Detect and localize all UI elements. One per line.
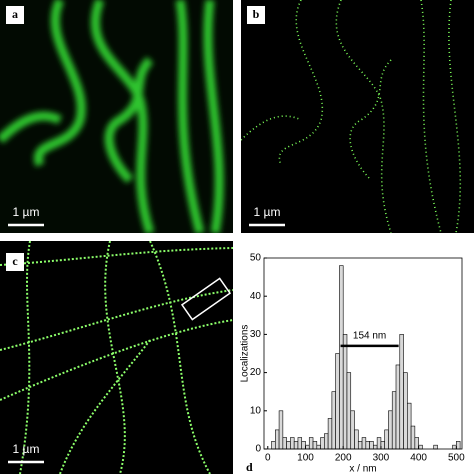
- y-tick-label: 40: [250, 291, 262, 302]
- bar: [320, 437, 325, 450]
- bar: [384, 429, 389, 450]
- bar: [312, 441, 318, 450]
- bar: [410, 425, 416, 450]
- bar: [346, 372, 352, 450]
- bar: [324, 433, 329, 450]
- bar: [293, 441, 299, 450]
- panel-b: b 1 µm: [241, 0, 474, 233]
- bar: [369, 441, 374, 450]
- bar: [395, 364, 401, 450]
- panel-label: c: [12, 254, 18, 268]
- bar: [278, 410, 284, 450]
- y-tick-label: 30: [250, 329, 262, 340]
- scale-bar-label: 1 µm: [254, 205, 281, 219]
- bar: [271, 441, 276, 450]
- x-tick-label: 200: [335, 453, 352, 464]
- bar: [335, 353, 340, 450]
- y-tick-label: 20: [250, 367, 262, 378]
- bar: [373, 444, 378, 450]
- bar: [305, 444, 310, 450]
- scale-bar-label: 1 µm: [13, 442, 40, 456]
- panel-label: a: [12, 7, 18, 21]
- bar: [316, 444, 321, 450]
- bar: [388, 410, 393, 450]
- x-axis-label: x / nm: [349, 464, 376, 474]
- bar: [399, 334, 404, 450]
- panel-label: b: [253, 7, 260, 21]
- panel-label: d: [246, 460, 253, 474]
- filaments: [0, 0, 224, 233]
- panel-a: a 1 µm: [0, 0, 233, 233]
- bar: [407, 402, 412, 450]
- panel-c: c 1 µm: [0, 241, 233, 474]
- bar: [414, 437, 419, 450]
- y-tick-label: 10: [250, 405, 262, 416]
- bar: [452, 444, 457, 450]
- bar: [331, 391, 336, 450]
- bar: [290, 437, 295, 450]
- bar: [301, 441, 306, 450]
- roi-box: [180, 277, 232, 321]
- y-tick-label: 0: [255, 444, 261, 455]
- bar: [275, 429, 280, 450]
- bar: [403, 372, 408, 450]
- image-background: [241, 0, 474, 233]
- bar: [418, 444, 423, 450]
- bar: [354, 429, 359, 450]
- x-tick-label: 100: [297, 453, 314, 464]
- x-tick-label: 500: [448, 453, 465, 464]
- bar: [350, 410, 355, 450]
- x-tick-label: 300: [373, 453, 390, 464]
- filaments: [0, 241, 233, 474]
- bar: [365, 441, 370, 450]
- bar: [342, 334, 348, 450]
- bar: [376, 437, 382, 450]
- filaments: [241, 0, 462, 233]
- bar: [282, 437, 287, 450]
- bar: [308, 437, 314, 450]
- bar: [391, 391, 397, 450]
- bar: [433, 444, 438, 450]
- y-tick-label: 50: [250, 253, 262, 264]
- bar: [456, 441, 461, 450]
- bar: [380, 441, 385, 450]
- scale-bar-label: 1 µm: [13, 205, 40, 219]
- x-tick-label: 0: [265, 453, 271, 464]
- bar: [357, 441, 363, 450]
- image-background: [0, 241, 233, 474]
- bar: [339, 265, 344, 450]
- y-axis-label: Localizations: [240, 325, 251, 383]
- x-tick-label: 400: [410, 453, 427, 464]
- annotation-text: 154 nm: [353, 331, 386, 342]
- bar: [327, 418, 333, 450]
- plot-frame: [263, 257, 463, 450]
- bar: [297, 437, 303, 450]
- bar: [286, 441, 291, 450]
- bar: [361, 437, 367, 450]
